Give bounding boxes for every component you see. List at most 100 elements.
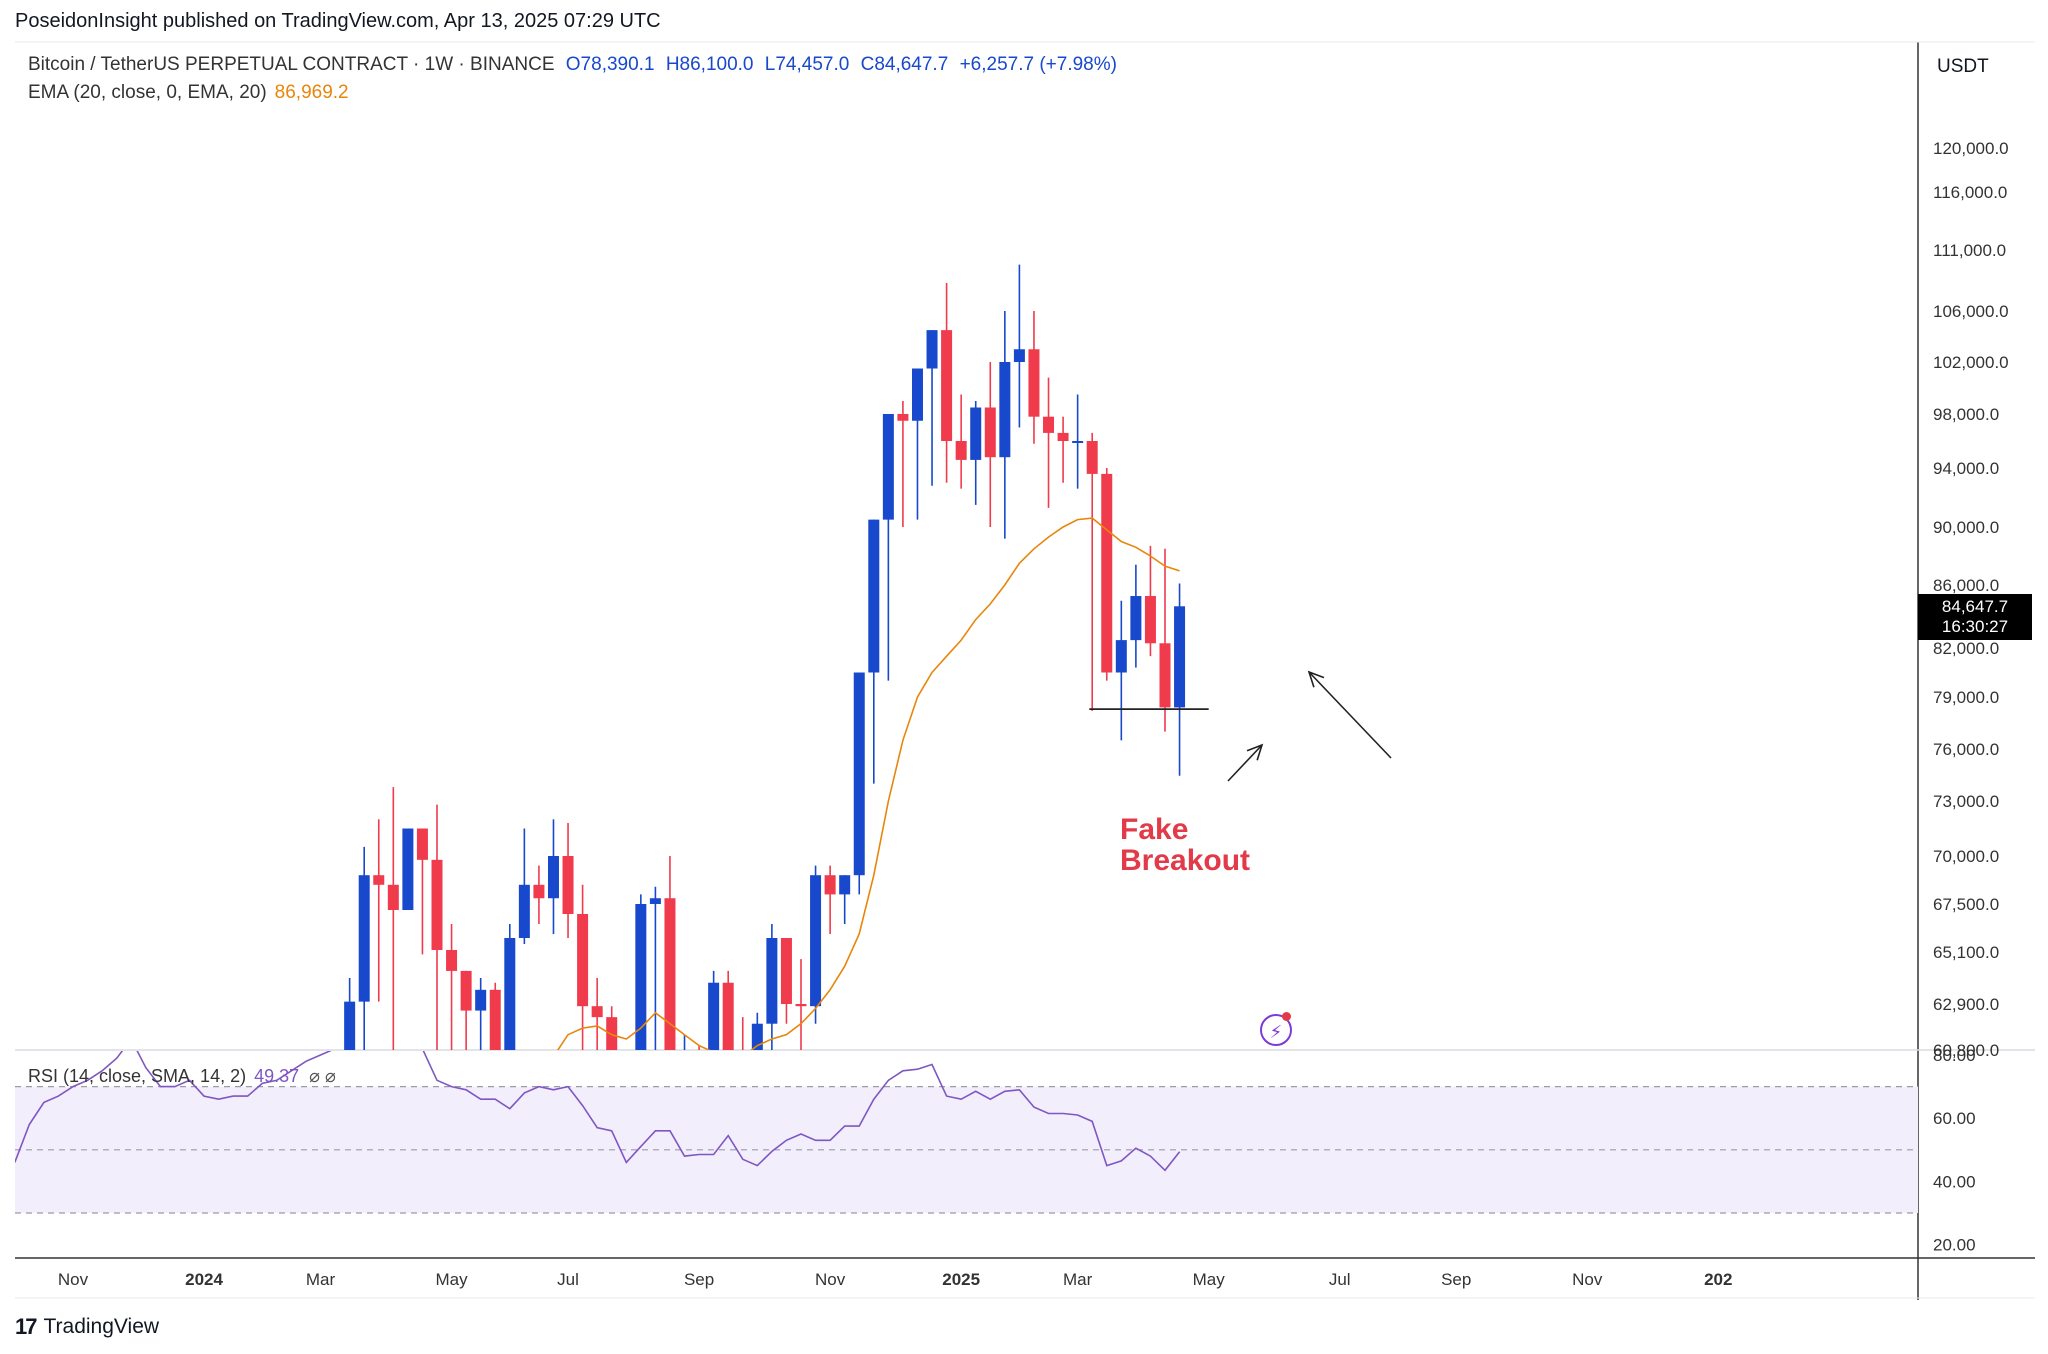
candle-body: [722, 982, 734, 1050]
symbol-name[interactable]: Bitcoin / TetherUS PERPETUAL CONTRACT · …: [28, 54, 555, 75]
candle: [1072, 394, 1084, 489]
candle-body: [402, 828, 414, 910]
candle: [635, 894, 647, 1050]
candle: [591, 978, 603, 1050]
price-tick-label: 62,900.0: [1933, 995, 1999, 1014]
candle-body: [518, 884, 530, 938]
candle: [882, 414, 894, 681]
price-tick-label: 106,000.0: [1933, 302, 2009, 321]
price-tick-label: 86,000.0: [1933, 576, 1999, 595]
rsi-value: 49.37: [254, 1066, 300, 1086]
candle: [1013, 264, 1025, 428]
tradingview-brand: TradingView: [43, 1315, 160, 1338]
candle-body: [766, 938, 778, 1024]
candle: [358, 846, 370, 1050]
candle-body: [853, 672, 865, 876]
rsi-visibility-icons[interactable]: ⌀ ⌀: [309, 1066, 336, 1086]
candle: [780, 938, 792, 1024]
price-pane: [344, 264, 1186, 1050]
tradingview-logo[interactable]: 17 TradingView: [15, 1314, 159, 1340]
candle: [489, 982, 501, 1050]
currency-selector[interactable]: USDT: [1937, 56, 1989, 77]
candle-body: [1028, 349, 1040, 417]
candle: [999, 311, 1011, 539]
price-tick-label: 111,000.0: [1933, 241, 2006, 260]
candle-body: [795, 1004, 807, 1007]
candle: [402, 828, 414, 910]
candle-body: [926, 330, 938, 369]
candle: [824, 865, 836, 934]
candle-body: [868, 519, 880, 673]
ema-legend[interactable]: EMA (20, close, 0, EMA, 20) 86,969.2: [28, 82, 349, 104]
candle: [446, 924, 458, 1050]
candle: [504, 924, 516, 1050]
candle-body: [344, 1001, 356, 1050]
ema-label[interactable]: EMA (20, close, 0, EMA, 20): [28, 82, 267, 103]
price-tick-label: 120,000.0: [1933, 139, 2009, 158]
bar-countdown: 16:30:27: [1941, 617, 2009, 636]
candle: [606, 1006, 618, 1050]
price-tick-label: 67,500.0: [1933, 895, 1999, 914]
candle-body: [446, 950, 458, 971]
candle-body: [533, 884, 545, 899]
price-tick-label: 65,100.0: [1933, 943, 1999, 962]
candle: [1086, 432, 1098, 711]
candle: [1159, 548, 1171, 732]
candle: [766, 924, 778, 1050]
candle-body: [810, 875, 822, 1007]
price-tick-label: 79,000.0: [1933, 688, 1999, 707]
candle-body: [708, 982, 720, 1050]
candle: [649, 886, 661, 1050]
candle-body: [577, 914, 589, 1007]
candle-body: [606, 1017, 618, 1050]
candle: [475, 978, 487, 1050]
candle-body: [1130, 596, 1142, 641]
ema-value: 86,969.2: [274, 82, 349, 103]
candle: [1043, 377, 1055, 508]
candle: [547, 819, 559, 934]
time-tick-label: Nov: [815, 1270, 846, 1289]
candle: [810, 865, 822, 1024]
candle-body: [358, 875, 370, 1002]
candle-body: [475, 989, 487, 1011]
price-tick-label: 90,000.0: [1933, 518, 1999, 537]
candle: [1144, 545, 1156, 657]
candle-body: [1159, 643, 1171, 708]
candle-body: [897, 414, 909, 421]
candle: [562, 823, 574, 938]
arrow-head: [1246, 743, 1264, 761]
candle: [518, 828, 530, 944]
rsi-legend[interactable]: RSI (14, close, SMA, 14, 2) 49.37 ⌀ ⌀: [28, 1066, 336, 1087]
candle: [533, 865, 545, 924]
candle-body: [1086, 441, 1098, 474]
ema-line: [556, 517, 1180, 1050]
candle-body: [387, 884, 399, 910]
candle-body: [504, 938, 516, 1050]
symbol-legend[interactable]: Bitcoin / TetherUS PERPETUAL CONTRACT · …: [28, 54, 1123, 76]
candle-body: [824, 875, 836, 895]
time-tick-label: Nov: [1572, 1270, 1603, 1289]
candle: [722, 970, 734, 1050]
candle-body: [1013, 349, 1025, 362]
time-tick-label: May: [1193, 1270, 1226, 1289]
price-tick-label: 116,000.0: [1933, 183, 2007, 202]
candle-body: [1174, 606, 1186, 708]
rsi-label[interactable]: RSI (14, close, SMA, 14, 2): [28, 1066, 247, 1086]
price-tick-label: 98,000.0: [1933, 405, 1999, 424]
candle: [344, 978, 356, 1050]
drawings: [1089, 670, 1392, 782]
candle-body: [941, 330, 953, 441]
fake-breakout-annotation: Fake Breakout: [1120, 814, 1250, 876]
candle-body: [839, 875, 851, 895]
bolt-icon[interactable]: ⚡: [1260, 1014, 1292, 1046]
candle-body: [547, 856, 559, 899]
candle: [416, 828, 428, 955]
candle: [897, 401, 909, 527]
time-tick-label: Jul: [557, 1270, 579, 1289]
candle-body: [780, 938, 792, 1004]
rsi-tick-label: 20.00: [1933, 1236, 1976, 1255]
candle: [911, 368, 923, 520]
candle-body: [562, 856, 574, 914]
publish-info: PoseidonInsight published on TradingView…: [15, 10, 661, 32]
